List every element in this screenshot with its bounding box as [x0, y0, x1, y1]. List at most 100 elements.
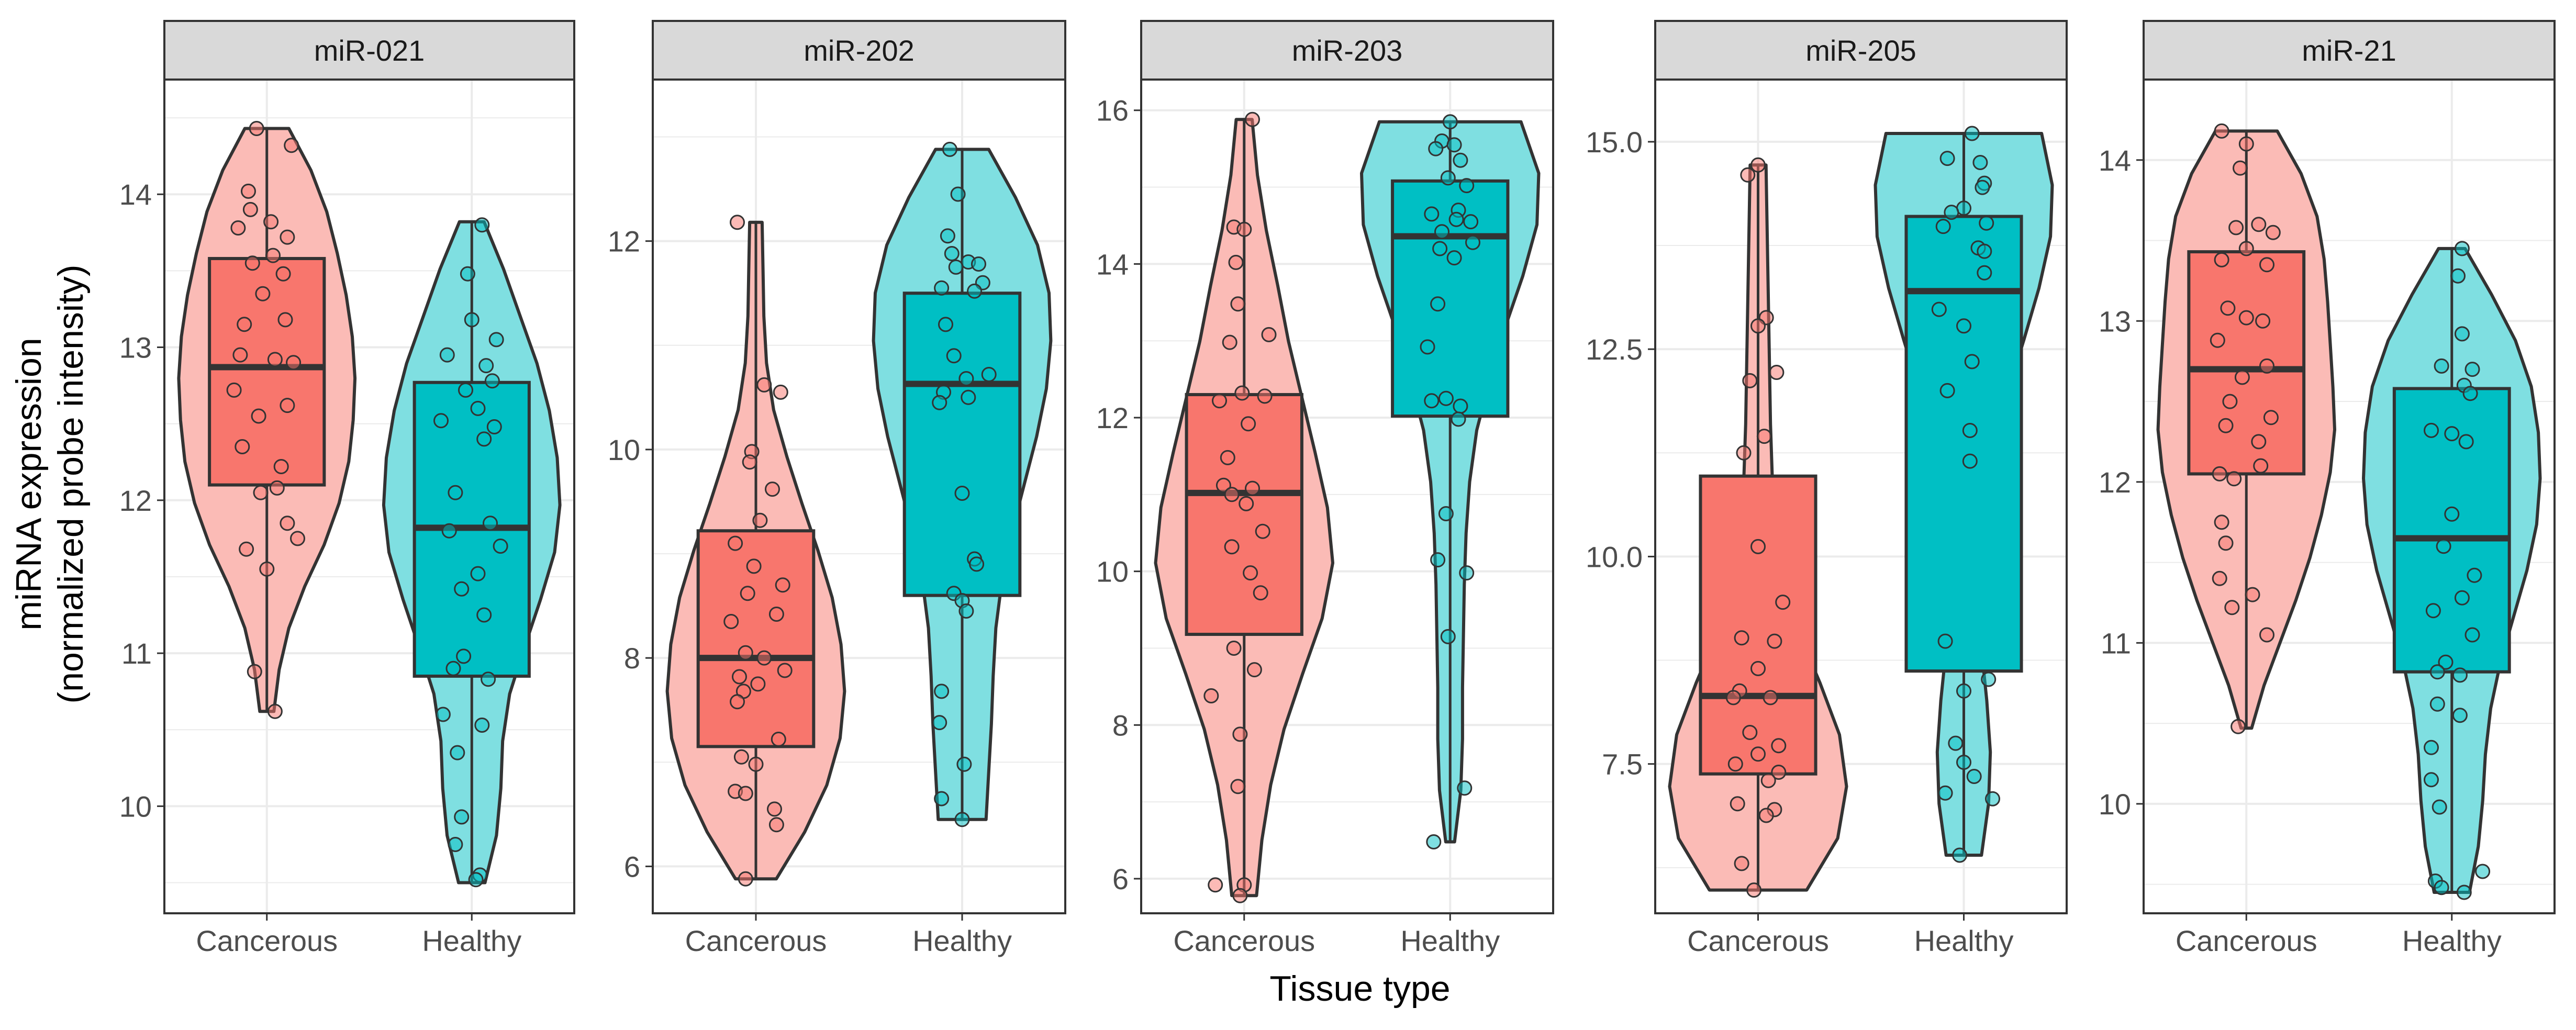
data-point	[476, 431, 492, 447]
x-tick-label: Healthy	[2402, 924, 2502, 957]
data-point	[1730, 796, 1745, 812]
data-point	[1446, 137, 1462, 153]
data-point	[280, 398, 295, 413]
data-point	[1430, 552, 1446, 568]
data-point	[1446, 250, 1462, 266]
x-tick-label: Healthy	[1400, 924, 1500, 957]
data-point	[1426, 834, 1442, 849]
data-point	[267, 703, 283, 719]
data-point	[1767, 633, 1782, 649]
x-tick-label: Healthy	[1914, 924, 2014, 957]
data-point	[1962, 423, 1978, 438]
data-point	[768, 817, 784, 833]
data-point	[2429, 696, 2445, 712]
data-point	[1232, 726, 1248, 742]
data-point	[1208, 877, 1223, 893]
data-point	[777, 663, 793, 678]
data-point	[1245, 480, 1260, 496]
data-point	[942, 141, 957, 157]
group-healthy	[382, 217, 562, 888]
data-point	[2234, 370, 2250, 385]
panels-layer: 10 11 12 13 14 Cancerous Healthy miR-021 6 8 10 12 C…	[119, 20, 2556, 957]
x-tick-label: Cancerous	[1687, 924, 1829, 957]
data-point	[2263, 410, 2279, 426]
y-tick-label: 15.0	[1586, 126, 1643, 159]
y-tick-label: 6	[624, 850, 640, 883]
data-point	[2218, 535, 2234, 551]
data-point	[445, 660, 461, 676]
data-point	[1740, 167, 1756, 183]
x-tick-label: Cancerous	[2176, 924, 2317, 957]
data-point	[454, 581, 470, 597]
data-point	[748, 756, 764, 772]
data-point	[2231, 719, 2246, 734]
data-point	[1448, 211, 1464, 227]
facet-strip-title: miR-021	[314, 34, 425, 67]
data-point	[1253, 585, 1268, 601]
data-point	[1230, 779, 1246, 794]
y-tick-label: 8	[624, 642, 640, 675]
data-point	[2259, 627, 2274, 643]
data-point	[740, 586, 755, 601]
data-point	[1981, 671, 1997, 687]
data-point	[483, 516, 498, 531]
facet-strip	[1654, 20, 2068, 81]
facet-strip-title: miR-205	[1805, 34, 1916, 67]
data-point	[1964, 126, 1980, 141]
data-point	[2444, 506, 2460, 522]
data-point	[2214, 252, 2229, 267]
data-point	[2259, 257, 2274, 273]
data-point	[237, 317, 252, 332]
data-point	[1931, 301, 1947, 317]
y-tick-label: 10	[119, 790, 152, 823]
group-cancerous	[1668, 157, 1848, 898]
group-cancerous	[1154, 111, 1334, 903]
data-point	[958, 371, 974, 386]
data-point	[249, 121, 264, 136]
data-point	[1432, 241, 1448, 256]
data-point	[981, 367, 997, 382]
data-point	[1750, 318, 1766, 334]
data-point	[932, 395, 947, 410]
data-point	[2210, 332, 2225, 348]
data-point	[2212, 570, 2227, 586]
data-point	[967, 283, 983, 299]
data-point	[2454, 241, 2470, 256]
group-cancerous	[665, 215, 846, 887]
data-point	[2424, 740, 2439, 755]
data-point	[738, 871, 753, 887]
data-point	[1246, 662, 1262, 678]
box-body	[696, 529, 816, 748]
data-point	[765, 482, 780, 497]
group-cancerous	[177, 121, 357, 719]
data-point	[746, 558, 762, 574]
data-point	[230, 220, 246, 236]
data-point	[1769, 365, 1785, 380]
data-point	[1746, 882, 1762, 898]
data-point	[1230, 296, 1246, 312]
data-point	[1935, 219, 1951, 234]
data-point	[1750, 660, 1766, 676]
data-point	[1775, 595, 1791, 610]
data-point	[1234, 385, 1250, 401]
data-point	[1459, 178, 1475, 194]
data-point	[460, 266, 475, 282]
data-point	[1979, 215, 1994, 231]
data-point	[1763, 690, 1778, 706]
data-point	[1962, 453, 1978, 469]
data-point	[932, 715, 947, 731]
data-point	[2434, 358, 2449, 374]
data-point	[1964, 354, 1980, 370]
data-point	[946, 348, 962, 364]
data-point	[1944, 205, 1959, 220]
y-tick-label: 7.5	[1602, 748, 1643, 781]
group-healthy	[1360, 114, 1541, 849]
data-point	[728, 535, 743, 551]
data-point	[1257, 388, 1273, 404]
data-point	[934, 280, 950, 296]
data-point	[493, 539, 508, 554]
data-point	[1241, 416, 1256, 432]
data-point	[286, 355, 302, 371]
y-tick-label: 10.0	[1586, 540, 1643, 573]
data-point	[2429, 664, 2445, 680]
